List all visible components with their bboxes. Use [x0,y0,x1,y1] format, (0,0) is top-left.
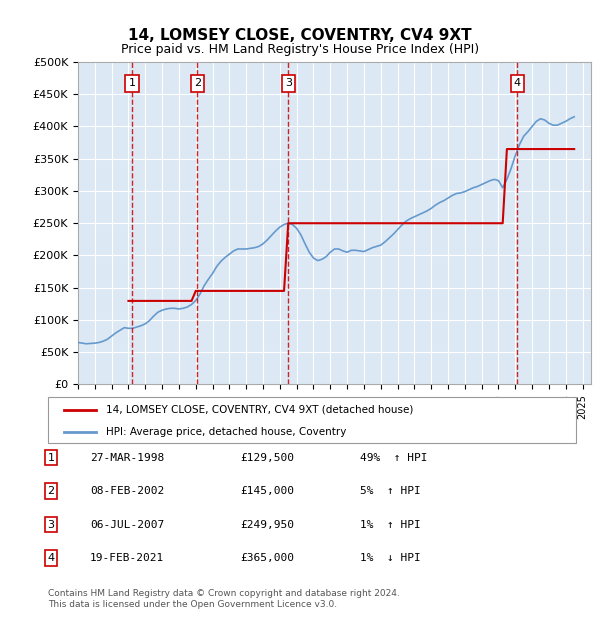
Text: 1: 1 [47,453,55,463]
Text: 2: 2 [194,78,201,88]
Text: 49%  ↑ HPI: 49% ↑ HPI [360,453,427,463]
Text: 1%  ↑ HPI: 1% ↑ HPI [360,520,421,529]
Text: Contains HM Land Registry data © Crown copyright and database right 2024.
This d: Contains HM Land Registry data © Crown c… [48,590,400,609]
Text: £365,000: £365,000 [240,553,294,563]
Text: 2: 2 [47,486,55,496]
Text: £145,000: £145,000 [240,486,294,496]
FancyBboxPatch shape [48,397,576,443]
Text: 5%  ↑ HPI: 5% ↑ HPI [360,486,421,496]
Text: £249,950: £249,950 [240,520,294,529]
Text: 14, LOMSEY CLOSE, COVENTRY, CV4 9XT (detached house): 14, LOMSEY CLOSE, COVENTRY, CV4 9XT (det… [106,405,413,415]
Text: 06-JUL-2007: 06-JUL-2007 [90,520,164,529]
Text: HPI: Average price, detached house, Coventry: HPI: Average price, detached house, Cove… [106,427,346,436]
Text: 3: 3 [285,78,292,88]
Text: 27-MAR-1998: 27-MAR-1998 [90,453,164,463]
Text: 3: 3 [47,520,55,529]
Text: 4: 4 [47,553,55,563]
Text: 14, LOMSEY CLOSE, COVENTRY, CV4 9XT: 14, LOMSEY CLOSE, COVENTRY, CV4 9XT [128,28,472,43]
Text: Price paid vs. HM Land Registry's House Price Index (HPI): Price paid vs. HM Land Registry's House … [121,43,479,56]
Text: 08-FEB-2002: 08-FEB-2002 [90,486,164,496]
Text: 19-FEB-2021: 19-FEB-2021 [90,553,164,563]
Text: £129,500: £129,500 [240,453,294,463]
Text: 4: 4 [514,78,521,88]
Text: 1%  ↓ HPI: 1% ↓ HPI [360,553,421,563]
Text: 1: 1 [129,78,136,88]
